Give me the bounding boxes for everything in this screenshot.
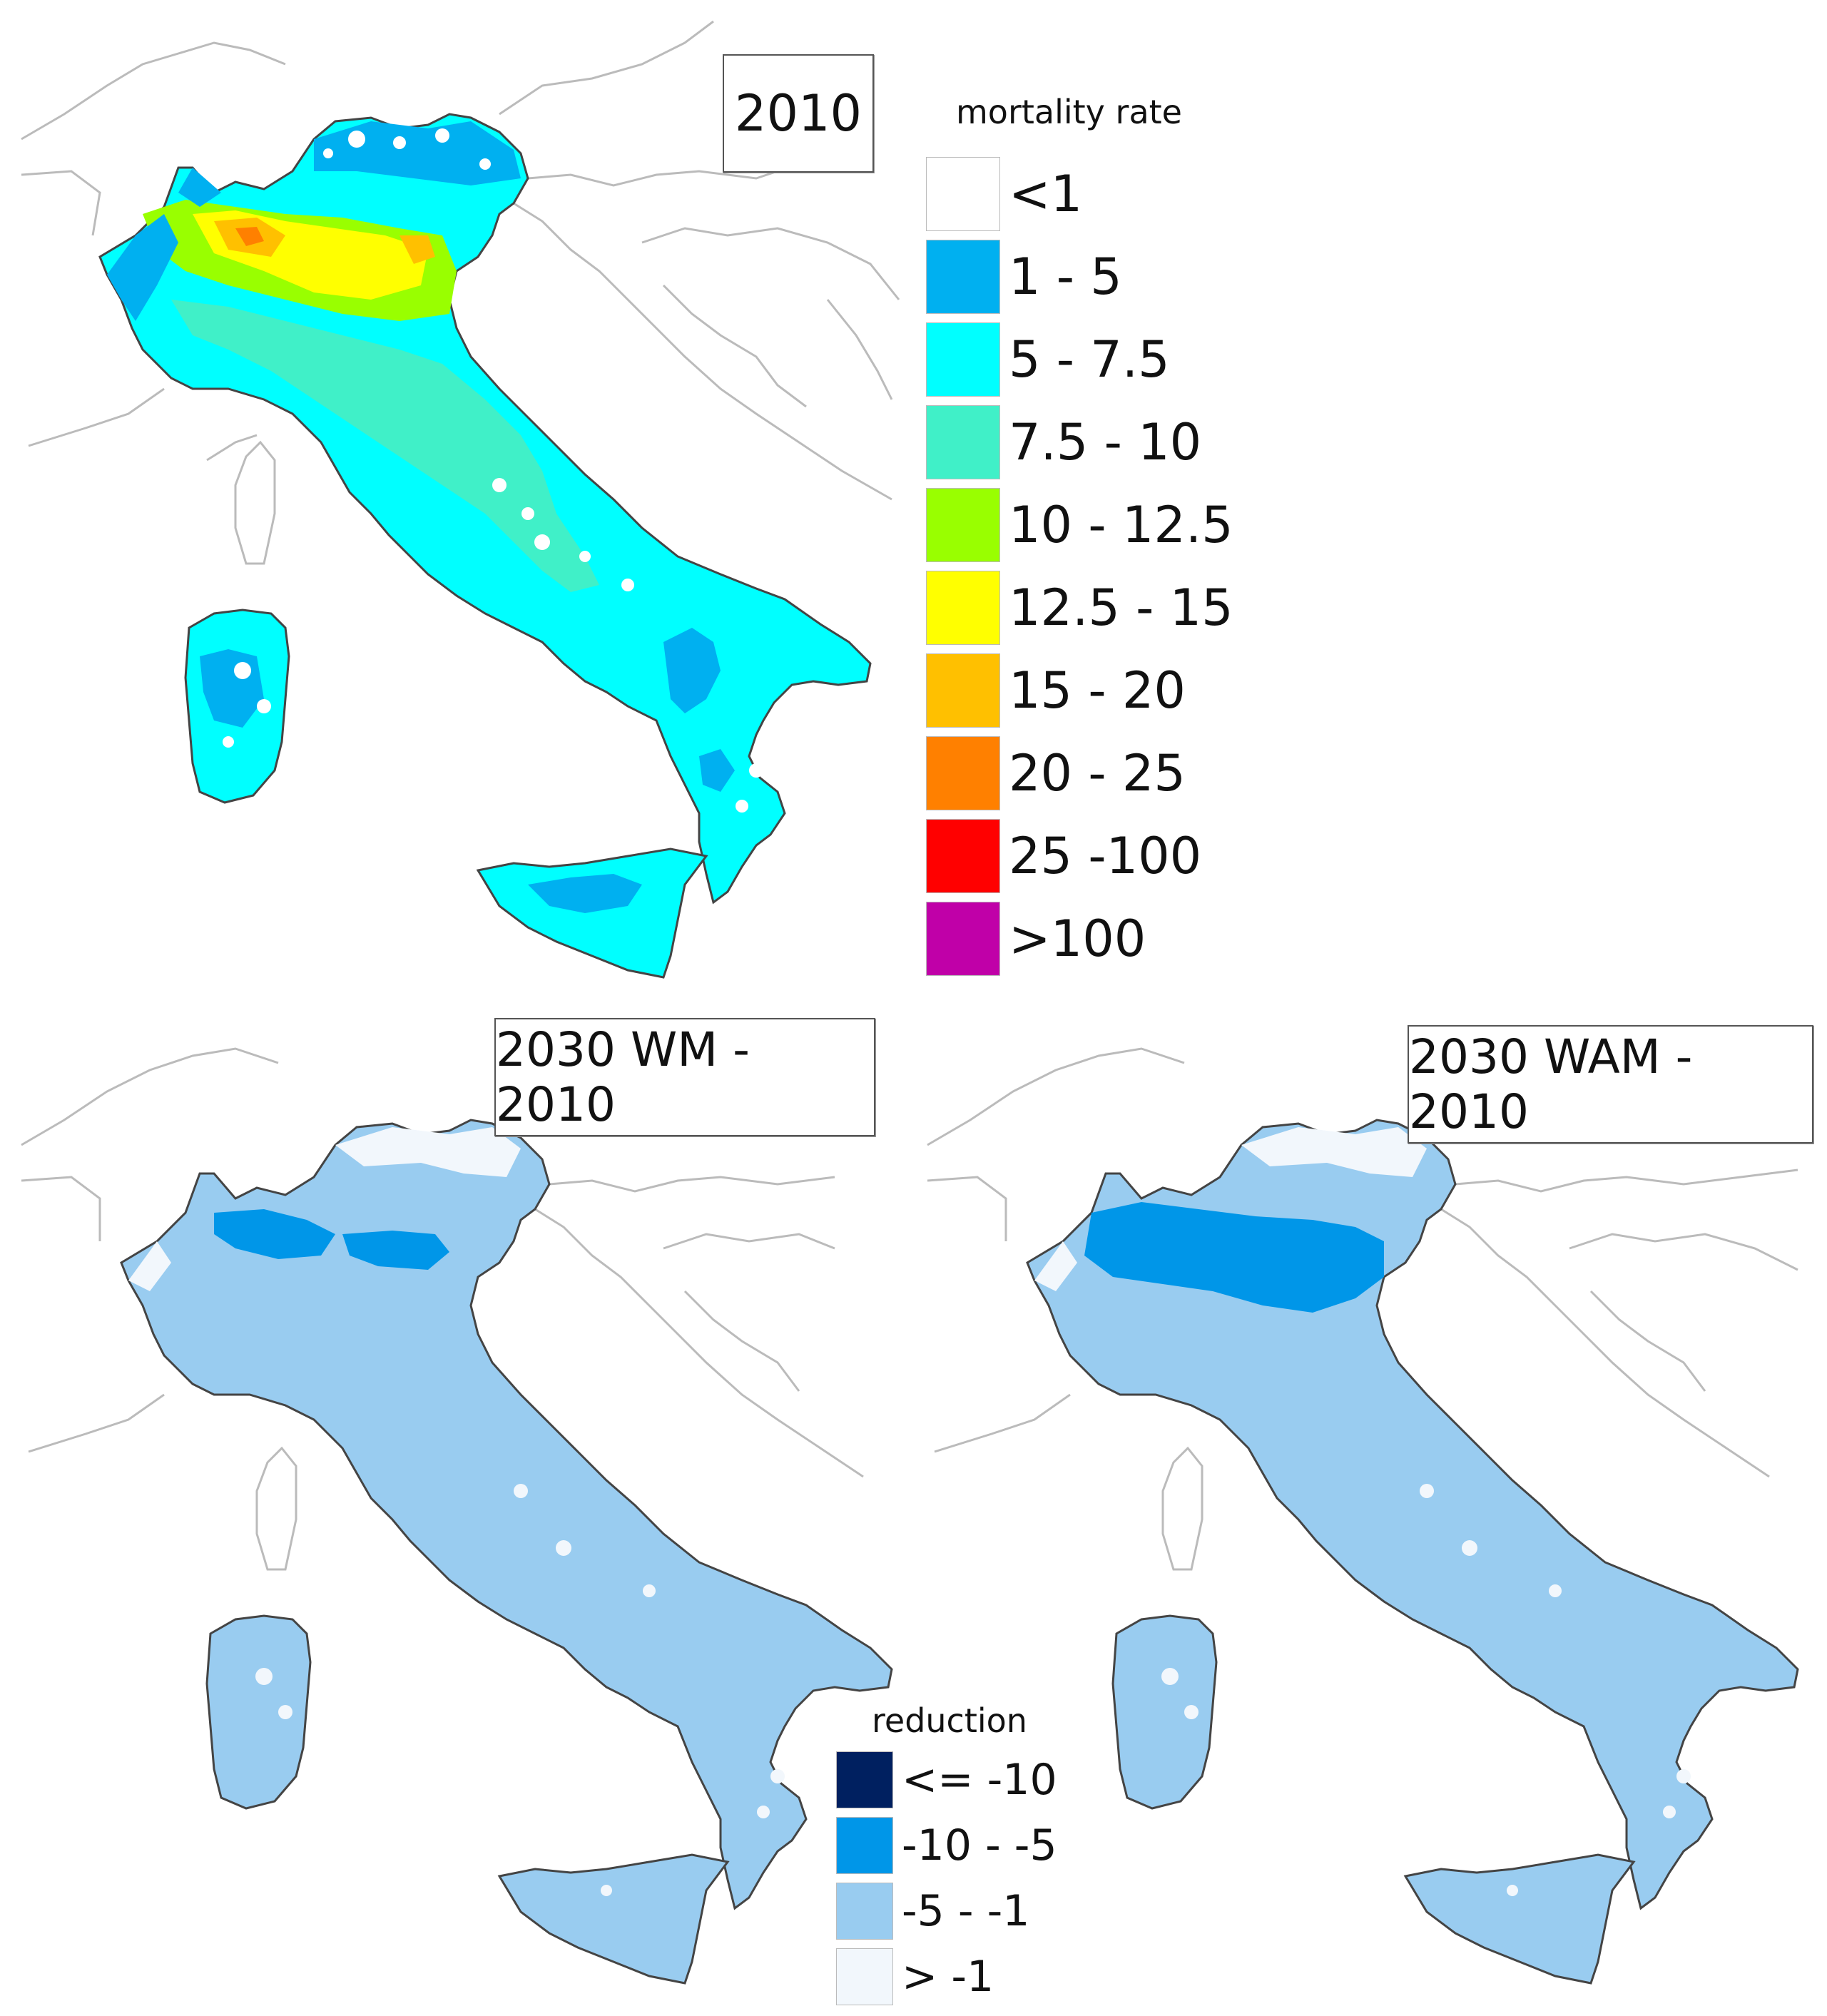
legend-mortality-row: >100 xyxy=(926,902,1146,976)
legend-reduction-label: -10 - -5 xyxy=(902,1821,1057,1870)
legend-mortality-row: 12.5 - 15 xyxy=(926,571,1233,645)
legend-mortality-label: 10 - 12.5 xyxy=(1009,496,1233,554)
legend-reduction-label: <= -10 xyxy=(902,1755,1057,1805)
legend-mortality-label: 5 - 7.5 xyxy=(1009,330,1170,389)
legend-mortality-rate: mortality rate <1 1 - 5 5 - 7.5 7.5 - 10 10 … xyxy=(926,93,1297,984)
legend-mortality-swatch xyxy=(926,488,1000,562)
legend-mortality-swatch xyxy=(926,736,1000,810)
legend-mortality-row: 7.5 - 10 xyxy=(926,405,1201,479)
legend-mortality-row: 5 - 7.5 xyxy=(926,322,1170,397)
legend-mortality-swatch xyxy=(926,819,1000,893)
legend-reduction-title: reduction xyxy=(872,1701,1027,1740)
legend-reduction-swatch xyxy=(836,1948,893,2005)
legend-reduction-row: <= -10 xyxy=(836,1751,1057,1808)
white-patches-wam xyxy=(1034,1127,1691,1896)
legend-mortality-swatch xyxy=(926,322,1000,397)
panel-title-wm-text: 2030 WM - 2010 xyxy=(496,1022,750,1132)
panel-title-wam-text: 2030 WAM - 2010 xyxy=(1409,1029,1693,1139)
legend-mortality-label: 1 - 5 xyxy=(1009,248,1122,306)
legend-reduction-swatch xyxy=(836,1883,893,1940)
legend-mortality-row: 1 - 5 xyxy=(926,240,1122,314)
legend-reduction-row: -10 - -5 xyxy=(836,1817,1057,1874)
legend-mortality-title: mortality rate xyxy=(956,93,1182,131)
legend-mortality-swatch xyxy=(926,157,1000,231)
legend-reduction-swatch xyxy=(836,1817,893,1874)
legend-mortality-swatch xyxy=(926,405,1000,479)
legend-mortality-label: >100 xyxy=(1009,910,1146,968)
panel-title-wm: 2030 WM - 2010 xyxy=(494,1018,875,1136)
wam-reduction-zone xyxy=(1084,1202,1384,1313)
legend-reduction: reduction <= -10 -10 - -5 -5 - -1 > -1 xyxy=(836,1701,1136,2008)
legend-mortality-label: 7.5 - 10 xyxy=(1009,413,1202,472)
white-patches-top xyxy=(223,128,763,813)
neighbour-borders-top xyxy=(21,20,900,501)
legend-mortality-swatch xyxy=(926,902,1000,976)
legend-mortality-swatch xyxy=(926,240,1000,314)
alpine-low-zone xyxy=(107,121,521,321)
legend-mortality-label: 25 -100 xyxy=(1009,827,1202,885)
po-valley-hotspot xyxy=(143,200,457,321)
legend-mortality-label: <1 xyxy=(1009,165,1083,223)
neighbour-borders-wam xyxy=(927,1047,1798,1478)
panel-title-wam: 2030 WAM - 2010 xyxy=(1408,1025,1813,1144)
legend-reduction-label: -5 - -1 xyxy=(902,1886,1030,1936)
neighbour-borders-wm xyxy=(21,1047,864,1478)
central-mid-zone xyxy=(171,300,599,592)
legend-mortality-row: 20 - 25 xyxy=(926,736,1186,810)
legend-mortality-row: 25 -100 xyxy=(926,819,1201,893)
legend-mortality-row: 10 - 12.5 xyxy=(926,488,1233,562)
legend-reduction-row: > -1 xyxy=(836,1948,994,2005)
legend-mortality-label: 15 - 20 xyxy=(1009,661,1186,720)
panel-title-2010: 2010 xyxy=(723,54,874,173)
legend-mortality-row: 15 - 20 xyxy=(926,653,1186,728)
legend-mortality-row: <1 xyxy=(926,157,1082,231)
wm-reduction-zone xyxy=(214,1209,449,1270)
legend-mortality-label: 20 - 25 xyxy=(1009,744,1186,803)
legend-reduction-swatch xyxy=(836,1751,893,1808)
legend-reduction-row: -5 - -1 xyxy=(836,1883,1029,1940)
panel-title-2010-text: 2010 xyxy=(734,84,862,143)
white-patches-wm xyxy=(128,1127,785,1896)
legend-mortality-swatch xyxy=(926,571,1000,645)
legend-mortality-swatch xyxy=(926,653,1000,728)
legend-mortality-label: 12.5 - 15 xyxy=(1009,579,1233,637)
legend-reduction-label: > -1 xyxy=(902,1952,994,2002)
